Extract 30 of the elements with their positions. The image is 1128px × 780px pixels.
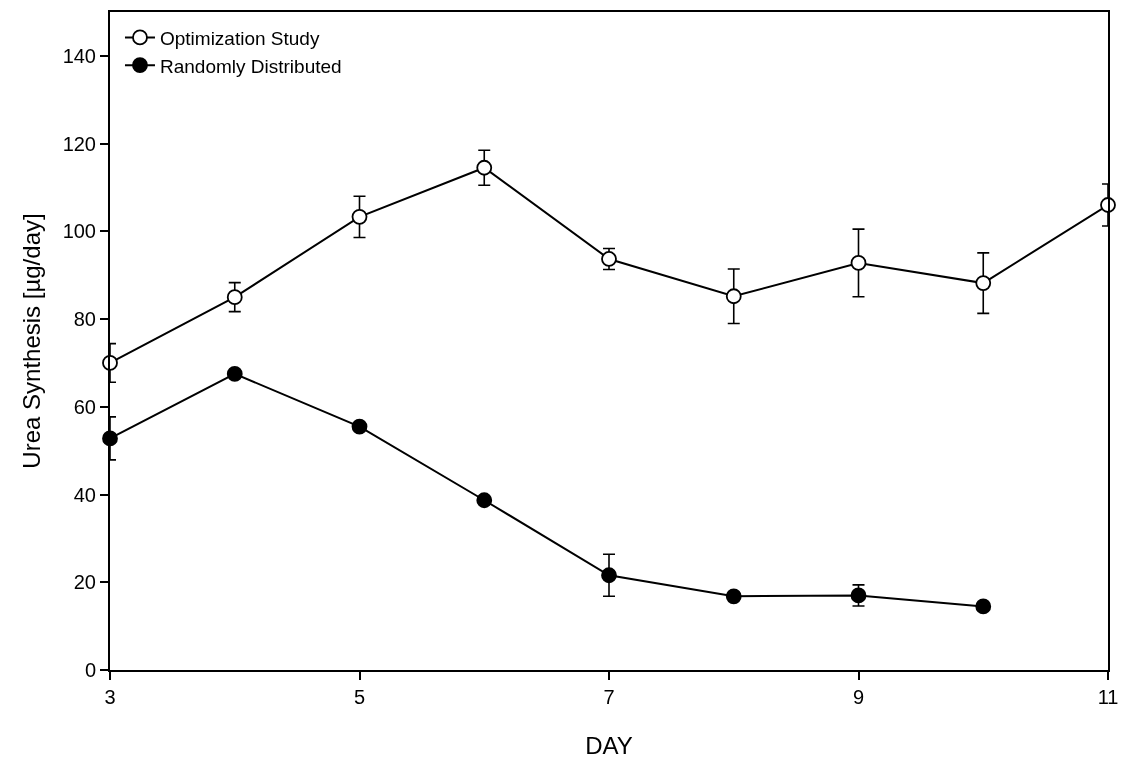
legend-label: Optimization Study [159,27,320,49]
x-tick-label: 7 [603,686,615,708]
point [601,567,617,584]
point [850,255,867,271]
y-tick-label: 0 [84,659,96,681]
point [725,588,742,605]
x-tick-label: 5 [353,686,366,708]
x-tick-label: 9 [852,686,865,708]
point [975,275,992,291]
x-axis-title: DAY [585,731,633,759]
point [351,418,368,435]
point [226,366,243,382]
x-tick-label: 11 [1097,686,1119,708]
x-tick-label: 3 [104,686,116,708]
point [476,492,493,509]
point [351,208,368,225]
point [476,159,493,176]
legend-label: Randomly Distributed [159,55,342,77]
y-axis-title: Urea Synthesis [µg/day] [18,213,46,469]
y-tick-label: 40 [73,483,96,506]
point [725,288,742,305]
point [975,598,992,615]
y-tick-label: 20 [73,571,96,594]
y-tick-label: 140 [62,44,96,67]
y-tick-label: 120 [62,132,96,155]
y-tick-label: 100 [62,220,96,243]
y-tick-label: 60 [73,395,96,418]
point [226,289,243,306]
point [601,251,617,267]
y-tick-label: 80 [73,308,96,331]
